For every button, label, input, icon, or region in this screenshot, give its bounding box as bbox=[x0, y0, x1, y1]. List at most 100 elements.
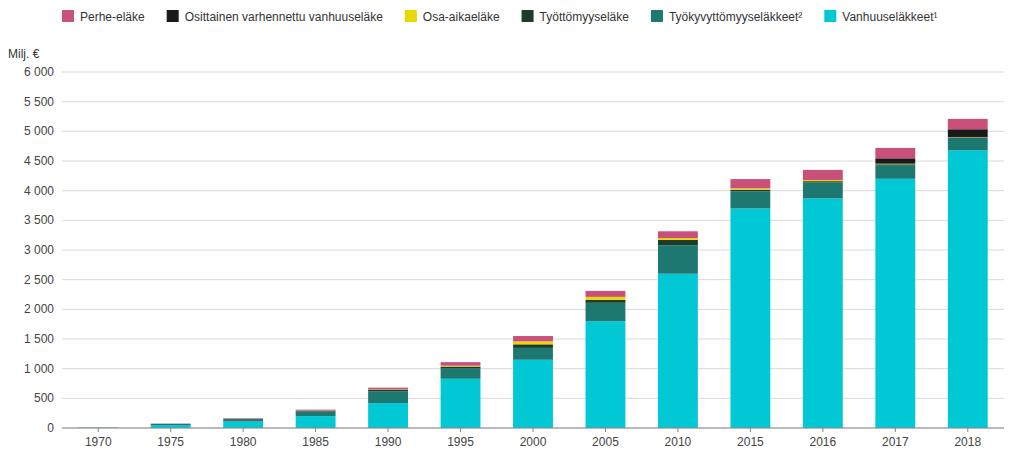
legend: Perhe-eläke Osittainen varhennettu vanhuu… bbox=[62, 10, 938, 24]
x-tick-label: 2018 bbox=[954, 435, 981, 449]
bar-segment bbox=[803, 170, 843, 180]
grid-line bbox=[62, 131, 1004, 132]
bar-segment bbox=[151, 424, 191, 425]
bar-segment bbox=[151, 423, 191, 424]
y-tick-label: 6 000 bbox=[24, 65, 54, 79]
bar-segment bbox=[586, 303, 626, 321]
bar-segment bbox=[730, 188, 770, 189]
bar-segment bbox=[513, 336, 553, 341]
grid-line bbox=[62, 190, 1004, 191]
x-tick-label: 2016 bbox=[809, 435, 836, 449]
series bbox=[78, 150, 987, 428]
x-tick bbox=[895, 428, 896, 432]
legend-label: Työttömyyseläke bbox=[540, 10, 630, 24]
legend-swatch bbox=[522, 10, 534, 22]
grid-line bbox=[62, 161, 1004, 162]
grid-line bbox=[62, 309, 1004, 310]
series bbox=[78, 119, 987, 428]
bar-segment bbox=[151, 423, 191, 424]
bar-segment bbox=[296, 409, 336, 411]
bar-segment bbox=[513, 344, 553, 348]
y-tick-label: 3 000 bbox=[24, 243, 54, 257]
bar-segment bbox=[948, 129, 988, 137]
bar-segment bbox=[513, 341, 553, 344]
series bbox=[78, 138, 987, 428]
bars bbox=[78, 119, 987, 428]
x-tick-label: 1985 bbox=[302, 435, 329, 449]
x-tick bbox=[460, 428, 461, 432]
bar-segment bbox=[586, 300, 626, 303]
legend-label: Työkyvyttömyyseläkkeet² bbox=[669, 10, 802, 24]
legend-item: Työttömyyseläke bbox=[522, 10, 630, 24]
bar-segment bbox=[151, 423, 191, 424]
x-tick bbox=[967, 428, 968, 432]
bar-segment bbox=[441, 379, 481, 428]
bar-segment bbox=[875, 158, 915, 163]
bar-segment bbox=[658, 238, 698, 240]
legend-swatch bbox=[405, 10, 417, 22]
legend-item: Osittainen varhennettu vanhuuseläke bbox=[167, 10, 383, 24]
bar-segment bbox=[730, 191, 770, 208]
y-axis: 05001 0001 5002 0002 5003 0003 5004 0004… bbox=[24, 65, 54, 435]
x-tick-label: 2010 bbox=[665, 435, 692, 449]
legend-item: Perhe-eläke bbox=[62, 10, 145, 24]
x-tick bbox=[605, 428, 606, 432]
legend-label: Vanhuuseläkkeet¹ bbox=[842, 10, 937, 24]
bar-segment bbox=[658, 274, 698, 428]
grid-line bbox=[62, 72, 1004, 73]
y-tick-label: 5 500 bbox=[24, 95, 54, 109]
bar-segment bbox=[513, 348, 553, 360]
bar-segment bbox=[368, 388, 408, 390]
bar-segment bbox=[223, 418, 263, 419]
page: {"chart_data": { "type": "bar", "stacked… bbox=[0, 0, 1024, 462]
legend-swatch bbox=[167, 10, 179, 22]
bar-segment bbox=[223, 419, 263, 421]
x-tick bbox=[533, 428, 534, 432]
series bbox=[151, 137, 988, 424]
series bbox=[296, 137, 988, 411]
series bbox=[875, 129, 987, 163]
bar-segment bbox=[948, 137, 988, 139]
bar-segment bbox=[368, 391, 408, 403]
grid-line bbox=[62, 101, 1004, 102]
bar-segment bbox=[296, 410, 336, 411]
x-tick-label: 1975 bbox=[157, 435, 184, 449]
bar-segment bbox=[803, 182, 843, 198]
x-tick bbox=[822, 428, 823, 432]
x-tick bbox=[170, 428, 171, 432]
x-tick-label: 2015 bbox=[737, 435, 764, 449]
legend-swatch bbox=[62, 10, 74, 22]
y-axis-label: Milj. € bbox=[8, 47, 40, 61]
bar-segment bbox=[223, 418, 263, 419]
bar-segment bbox=[296, 416, 336, 428]
legend-item: Työkyvyttömyyseläkkeet² bbox=[651, 10, 802, 24]
bar-segment bbox=[368, 390, 408, 391]
bar-segment bbox=[223, 421, 263, 428]
bar-segment bbox=[223, 418, 263, 419]
bar-segment bbox=[513, 360, 553, 428]
x-tick-label: 1980 bbox=[230, 435, 257, 449]
grid-line bbox=[62, 250, 1004, 251]
legend-label: Perhe-eläke bbox=[80, 10, 145, 24]
bar-segment bbox=[730, 190, 770, 191]
bar-segment bbox=[586, 297, 626, 300]
x-tick bbox=[750, 428, 751, 432]
x-tick bbox=[243, 428, 244, 432]
x-tick-label: 2005 bbox=[592, 435, 619, 449]
y-tick-label: 4 000 bbox=[24, 184, 54, 198]
bar-segment bbox=[803, 180, 843, 181]
bar-segment bbox=[875, 164, 915, 166]
legend-item: Vanhuuseläkkeet¹ bbox=[824, 10, 937, 24]
x-tick-label: 2017 bbox=[882, 435, 909, 449]
bar-segment bbox=[730, 179, 770, 188]
y-tick-label: 2 500 bbox=[24, 273, 54, 287]
y-tick-label: 5 000 bbox=[24, 124, 54, 138]
y-tick-label: 0 bbox=[47, 421, 54, 435]
legend-label: Osa-aikaeläke bbox=[423, 10, 500, 24]
bar-segment bbox=[296, 411, 336, 416]
bar-segment bbox=[296, 410, 336, 411]
y-tick-label: 1 000 bbox=[24, 362, 54, 376]
x-tick-label: 1990 bbox=[375, 435, 402, 449]
legend-swatch bbox=[651, 10, 663, 22]
legend-item: Osa-aikaeläke bbox=[405, 10, 500, 24]
